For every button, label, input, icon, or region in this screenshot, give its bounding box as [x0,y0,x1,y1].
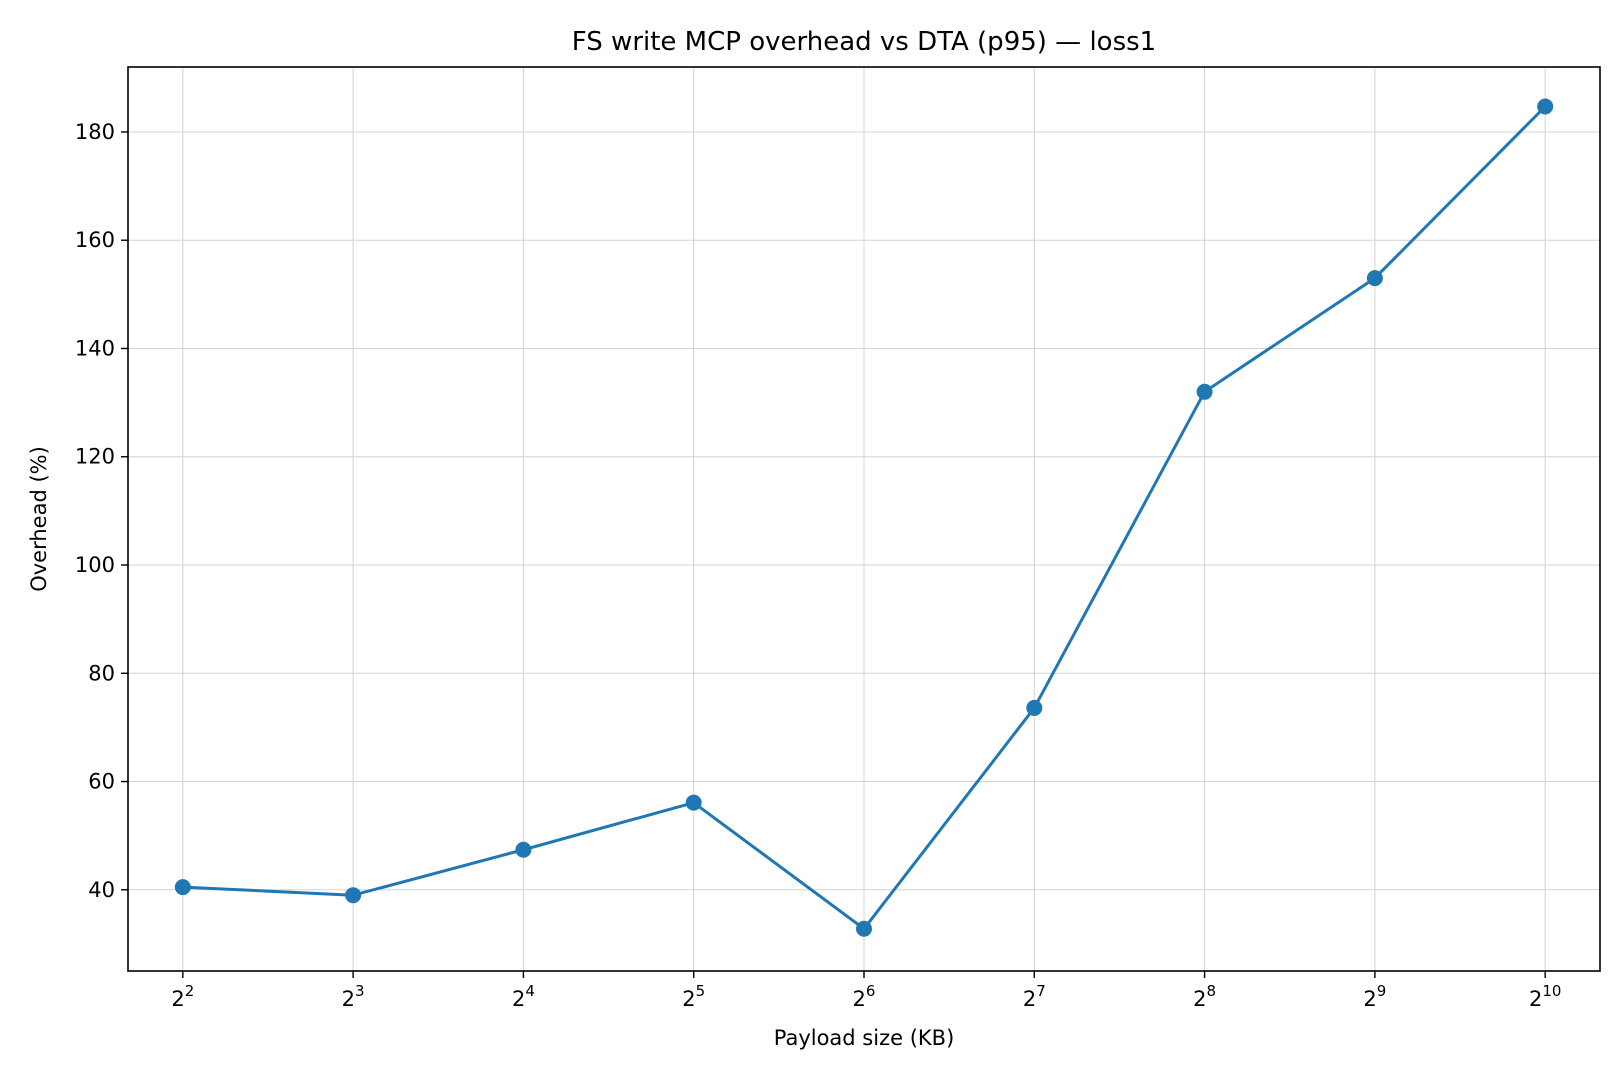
y-tick-label: 160 [75,228,115,252]
x-tick-label: 27 [1023,982,1046,1011]
x-axis-label: Payload size (KB) [774,1026,955,1050]
x-tick-label: 29 [1363,982,1386,1011]
y-axis-label: Overhead (%) [27,446,51,592]
x-tick-label: 23 [342,982,365,1011]
data-point [1196,383,1213,400]
y-tick-label: 60 [88,770,115,794]
x-tick-label: 24 [512,982,535,1011]
grid [128,67,1600,971]
chart-title: FS write MCP overhead vs DTA (p95) — los… [572,27,1156,57]
data-point [1026,699,1043,716]
y-tick-label: 80 [88,661,115,685]
x-tick-label: 210 [1529,982,1561,1011]
data-point [856,920,872,937]
axis-ticks: 22 23 24 25 26 27 28 29 210 40 60 80 100 120 140 160 180 [75,120,1562,1011]
data-point [685,794,702,811]
y-tick-label: 120 [75,445,115,469]
y-tick-label: 140 [75,336,115,360]
y-tick-label: 100 [75,553,115,577]
data-point [515,841,532,858]
y-tick-label: 40 [88,878,115,902]
series-layer [174,98,1554,937]
x-tick-label: 22 [171,982,194,1011]
data-point [1366,270,1383,287]
x-tick-label: 26 [853,982,876,1011]
x-tick-label: 28 [1193,982,1216,1011]
x-tick-label: 25 [682,982,705,1011]
data-point [345,887,362,904]
y-tick-label: 180 [75,120,115,144]
data-point [174,879,191,896]
data-point [1537,98,1554,115]
